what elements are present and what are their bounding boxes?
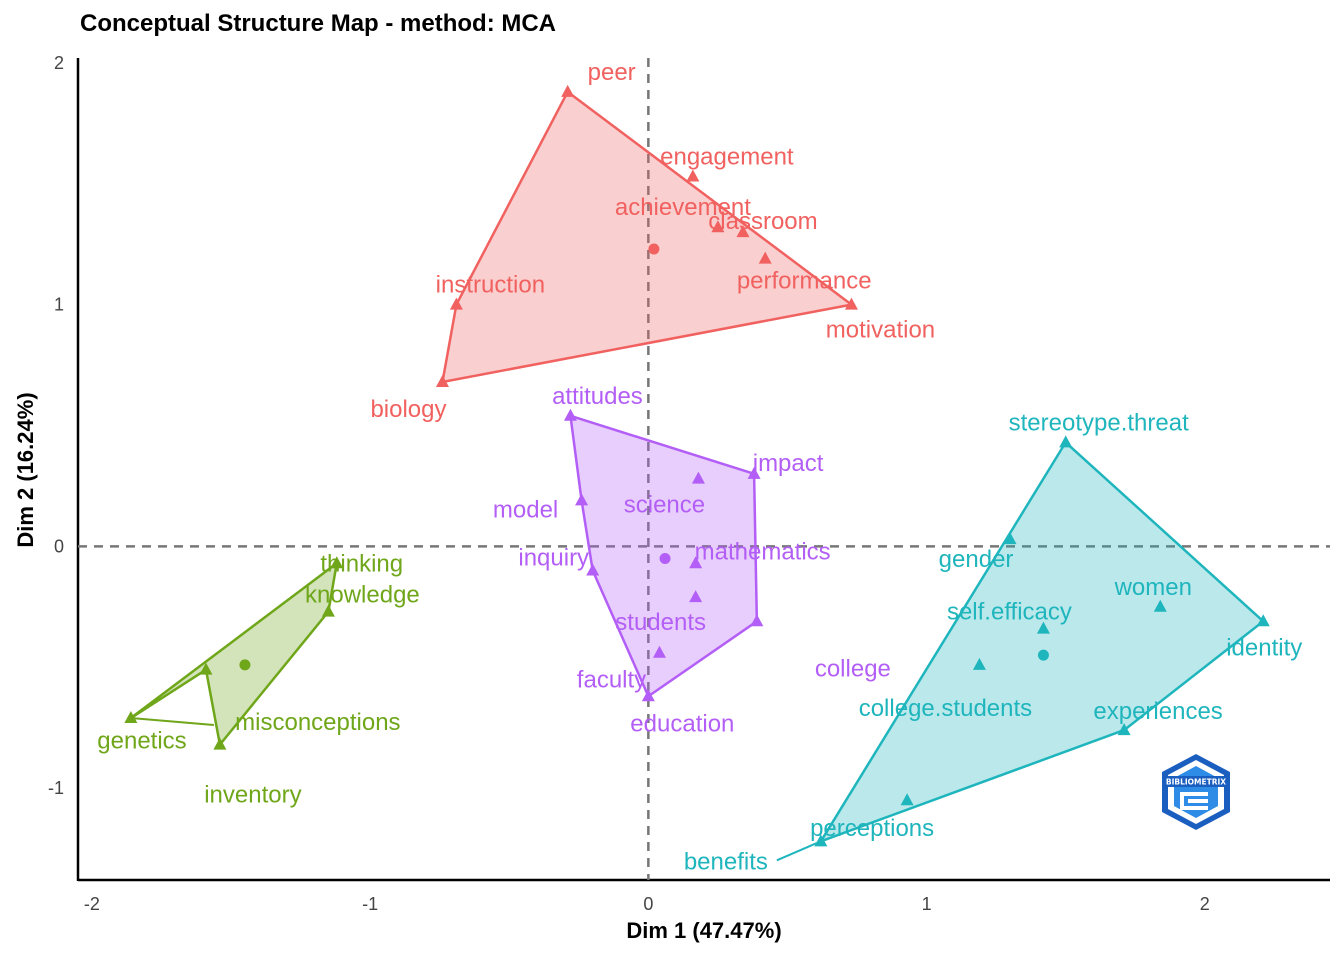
point-peer: [561, 84, 575, 97]
y-tick-label: 2: [54, 53, 64, 73]
cluster-centroid-4: [239, 659, 251, 671]
label-mathematics: mathematics: [695, 538, 831, 565]
label-education: education: [630, 710, 734, 737]
cluster-hull-1: [441, 90, 853, 384]
cluster-centroid-3: [1037, 649, 1049, 661]
label-thinking: thinking: [320, 550, 403, 577]
label-performance: performance: [737, 268, 872, 295]
point-identity: [1256, 614, 1270, 627]
label-faculty: faculty: [577, 667, 646, 694]
x-tick-label: 0: [643, 894, 653, 914]
point-misconceptions: [124, 711, 138, 724]
label-science: science: [624, 492, 705, 519]
label-experiences: experiences: [1093, 698, 1222, 725]
logo-text: BIBLIOMETRIX: [1166, 778, 1226, 787]
label-engagement: engagement: [660, 143, 794, 170]
y-tick-label: -1: [48, 778, 64, 798]
label-benefits: benefits: [684, 848, 768, 875]
label-motivation: motivation: [826, 317, 935, 344]
point-performance: [758, 251, 772, 264]
label-knowledge: knowledge: [305, 582, 420, 609]
point-classroom: [736, 225, 750, 238]
label-connector-benefits: [776, 840, 822, 862]
x-tick-label: 2: [1200, 894, 1210, 914]
label-classroom: classroom: [708, 208, 817, 235]
label-inventory: inventory: [204, 782, 301, 809]
x-axis-label: Dim 1 (47.47%): [626, 918, 782, 943]
point-inventory: [213, 737, 227, 750]
label-attitudes: attitudes: [552, 383, 643, 410]
label-impact: impact: [753, 450, 824, 477]
point-stereotype-threat: [1059, 435, 1073, 448]
label-women: women: [1114, 574, 1192, 601]
label-genetics: genetics: [97, 728, 186, 755]
point-engagement: [686, 169, 700, 182]
point-biology: [435, 374, 449, 387]
point-science: [691, 471, 705, 484]
label-self-efficacy: self.efficacy: [947, 599, 1072, 626]
label-identity: identity: [1226, 634, 1302, 661]
point-perceptions: [900, 793, 914, 806]
cluster-centroids: [239, 243, 1049, 671]
point-women: [1153, 599, 1167, 612]
label-inquiry: inquiry: [518, 545, 589, 572]
x-tick-label: -1: [362, 894, 378, 914]
y-tick-label: 0: [54, 536, 64, 556]
label-stereotype-threat: stereotype.threat: [1009, 409, 1189, 436]
point-self-efficacy: [1036, 621, 1050, 634]
point-model: [575, 493, 589, 506]
data-points: [124, 84, 1270, 847]
label-connector-misconceptions: [130, 717, 214, 727]
point-education: [641, 689, 655, 702]
label-achievement: achievement: [615, 194, 751, 221]
bibliometrix-logo: BIBLIOMETRIX: [1162, 754, 1230, 830]
label-misconceptions: misconceptions: [235, 709, 400, 736]
label-gender: gender: [939, 546, 1014, 573]
point-gender: [1003, 532, 1017, 545]
reference-lines: [78, 58, 1330, 880]
label-peer: peer: [588, 59, 636, 86]
label-model: model: [493, 496, 558, 523]
cluster-centroid-1: [648, 243, 660, 255]
point-motivation: [844, 297, 858, 310]
point-attitudes: [563, 408, 577, 421]
axis-ticks: -2 -1 0 1 2 -1 0 1 2: [48, 53, 1210, 914]
point-knowledge: [321, 604, 335, 617]
point-thinking: [330, 556, 344, 569]
chart-title: Conceptual Structure Map - method: MCA: [80, 10, 557, 37]
point-college-students: [972, 657, 986, 670]
label-biology: biology: [370, 396, 446, 423]
label-instruction: instruction: [436, 272, 545, 299]
label-students: students: [615, 609, 706, 636]
label-perceptions: perceptions: [810, 815, 934, 842]
point-mathematics: [689, 556, 703, 569]
point-college: [750, 614, 764, 627]
x-tick-label: -2: [84, 894, 100, 914]
point-genetics: [199, 662, 213, 675]
point-instruction: [449, 297, 463, 310]
point-inquiry: [586, 563, 600, 576]
label-college: college: [815, 655, 891, 682]
point-students: [689, 590, 703, 603]
point-impact: [747, 466, 761, 479]
point-experiences: [1117, 723, 1131, 736]
cluster-centroid-2: [659, 552, 671, 564]
cluster-hull-4: [129, 562, 338, 746]
point-achievement: [711, 220, 725, 233]
point-faculty: [652, 645, 666, 658]
y-tick-label: 1: [54, 295, 64, 315]
label-college-students: college.students: [859, 695, 1032, 722]
x-tick-label: 1: [922, 894, 932, 914]
